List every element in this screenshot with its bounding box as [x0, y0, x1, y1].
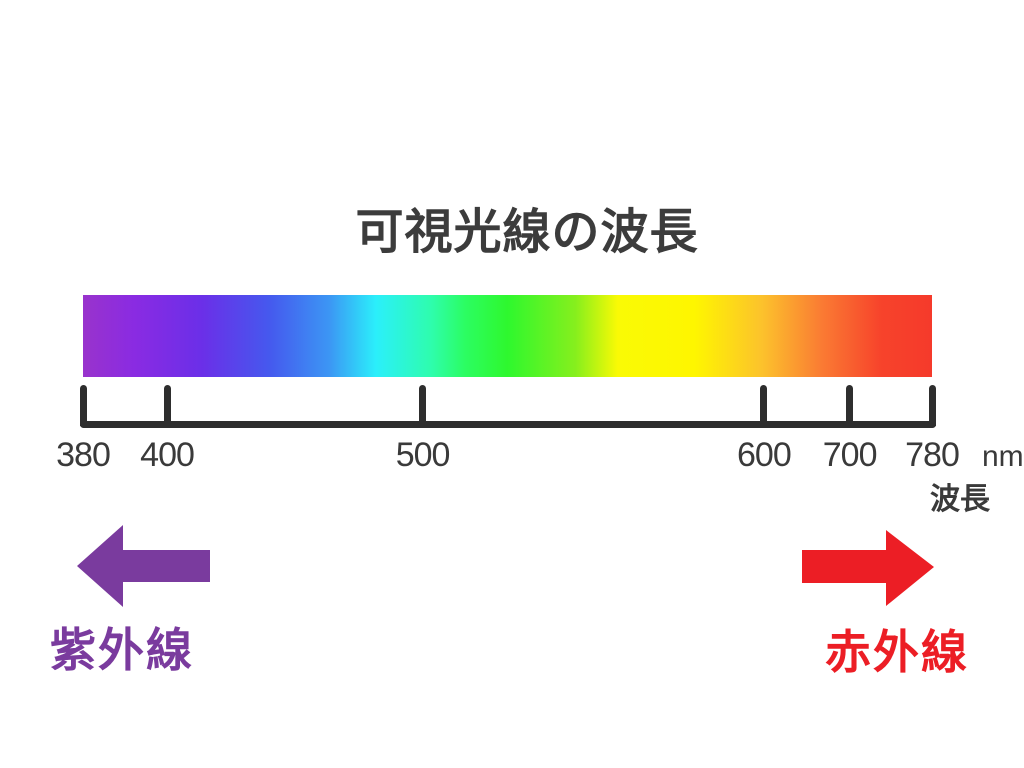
axis-name-label: 波長	[930, 483, 990, 516]
tick-label-500: 500	[395, 436, 451, 474]
tick-500	[419, 385, 427, 426]
tick-label-400: 400	[140, 436, 195, 474]
right-arrow-shape	[802, 530, 934, 606]
tick-600	[760, 385, 768, 426]
tick-label-600: 600	[737, 436, 792, 474]
tick-label-700: 700	[822, 436, 878, 474]
infrared-label: 赤外線	[825, 626, 969, 678]
wavelength-axis-baseline	[80, 421, 936, 428]
tick-label-780: 780	[905, 436, 960, 474]
page-title: 可視光線の波長	[355, 206, 699, 259]
left-arrow-shape	[77, 525, 210, 607]
tick-400	[163, 385, 171, 426]
tick-label-380: 380	[56, 436, 111, 474]
tick-380	[79, 385, 87, 426]
unit-label: nm	[982, 440, 1024, 473]
ultraviolet-label: 紫外線	[50, 624, 194, 676]
spectrum-gradient-bar	[83, 295, 932, 377]
infrared-arrow-icon	[802, 530, 934, 606]
ultraviolet-arrow-icon	[77, 525, 210, 607]
tick-780	[928, 385, 936, 426]
tick-700	[846, 385, 854, 426]
